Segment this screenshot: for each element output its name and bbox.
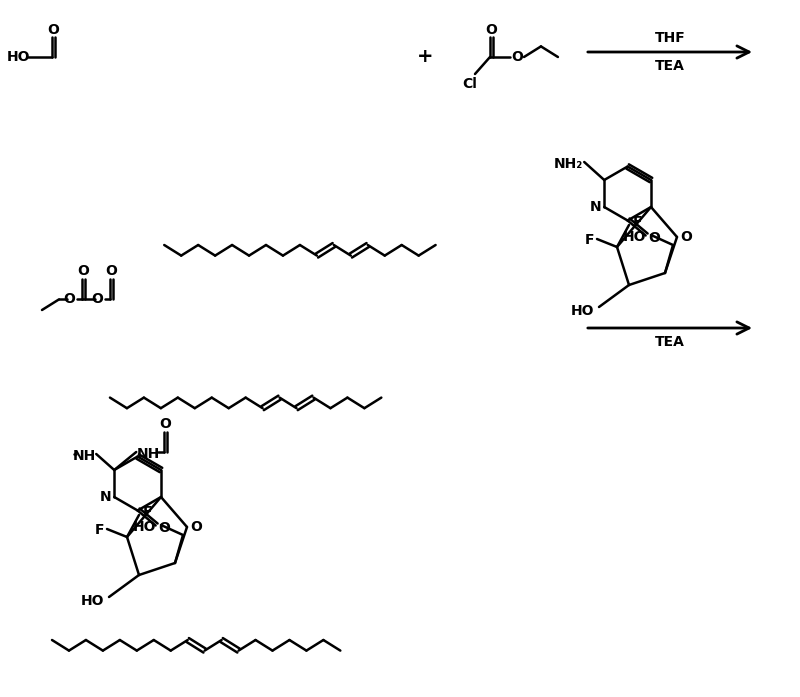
Text: TEA: TEA <box>655 335 685 349</box>
Text: O: O <box>91 293 103 307</box>
Text: O: O <box>77 264 89 278</box>
Text: N: N <box>590 200 601 214</box>
Text: HO: HO <box>82 594 105 608</box>
Text: O: O <box>158 521 170 535</box>
Text: F: F <box>586 233 594 247</box>
Text: Cl: Cl <box>462 77 478 91</box>
Text: NH: NH <box>73 449 96 463</box>
Text: F: F <box>95 523 105 537</box>
Text: F: F <box>632 215 642 229</box>
Text: +: + <box>417 47 434 66</box>
Text: HO: HO <box>6 50 30 64</box>
Text: THF: THF <box>654 31 686 45</box>
Text: HO: HO <box>623 230 646 244</box>
Text: TEA: TEA <box>655 59 685 73</box>
Text: F: F <box>142 505 152 519</box>
Text: O: O <box>159 417 171 431</box>
Text: HO: HO <box>571 304 594 318</box>
Text: O: O <box>649 231 661 245</box>
Text: HO: HO <box>134 520 157 534</box>
Text: O: O <box>63 293 75 307</box>
Text: NH: NH <box>137 447 160 461</box>
Text: N: N <box>99 490 111 504</box>
Text: O: O <box>190 520 202 534</box>
Text: O: O <box>680 230 692 244</box>
Text: NH₂: NH₂ <box>554 157 583 171</box>
Text: O: O <box>47 23 59 37</box>
Text: O: O <box>485 23 497 37</box>
Text: O: O <box>511 50 523 64</box>
Text: O: O <box>105 264 117 278</box>
